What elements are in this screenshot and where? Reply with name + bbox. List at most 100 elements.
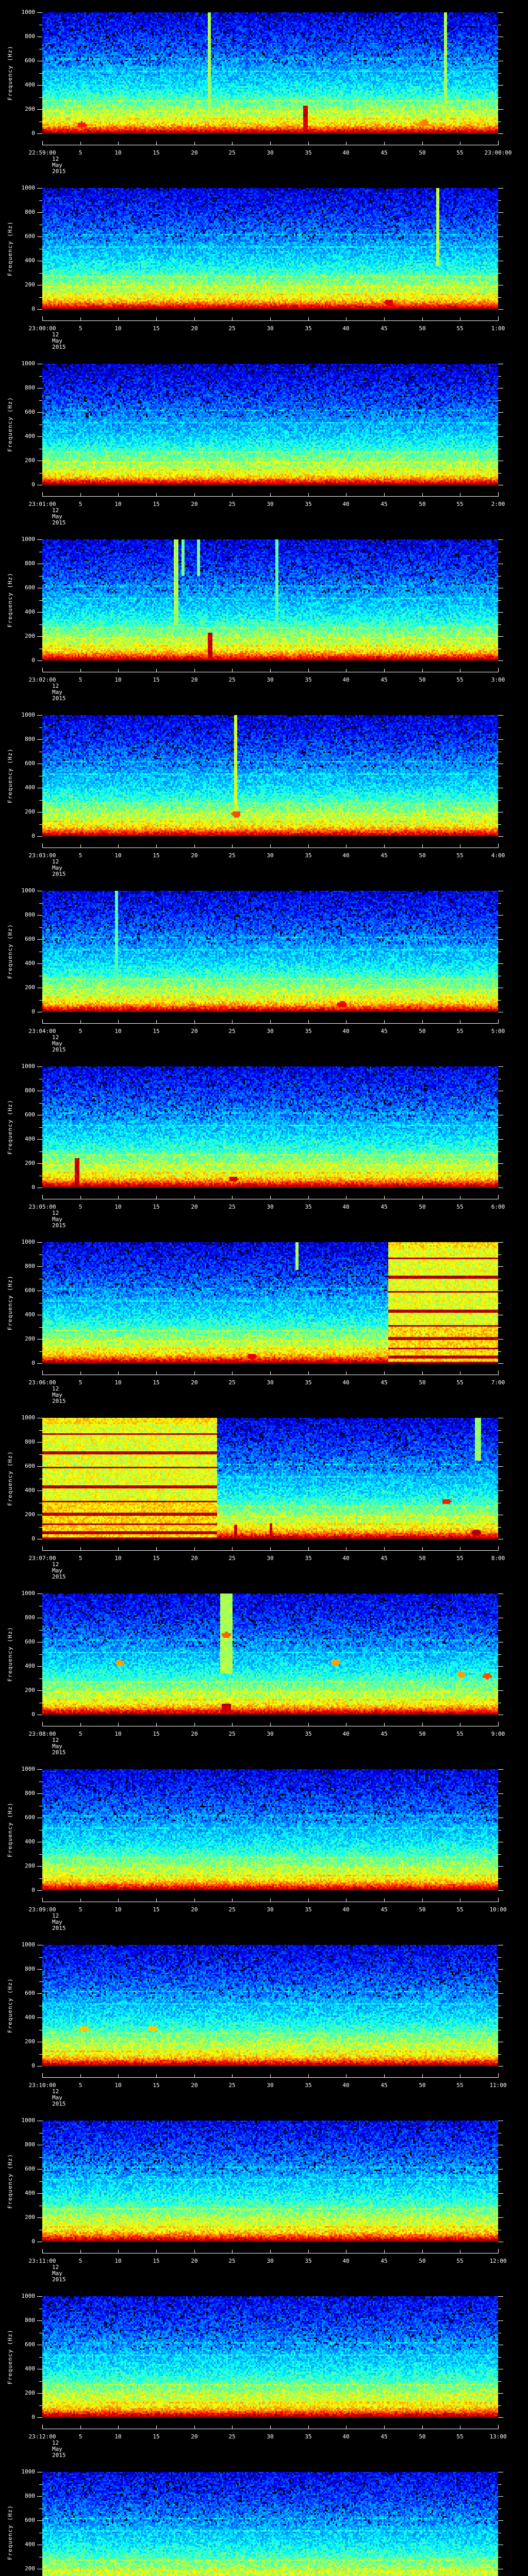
y-minor-tick bbox=[39, 624, 42, 625]
x-tick-label: 10 bbox=[114, 1379, 122, 1386]
y-tick-label: 600 bbox=[25, 2517, 35, 2523]
y-tick-label: 200 bbox=[25, 1160, 35, 1166]
y-major-tick-right bbox=[498, 1490, 503, 1491]
y-major-tick bbox=[37, 412, 42, 413]
y-tick-label: 0 bbox=[31, 1535, 35, 1542]
x-tick-label: 55 bbox=[456, 1906, 464, 1913]
end-time-label: 5:00 bbox=[491, 1028, 505, 1035]
x-tick bbox=[384, 493, 385, 496]
y-minor-tick bbox=[39, 1351, 42, 1352]
x-tick-label: 10 bbox=[114, 1731, 122, 1737]
y-minor-tick bbox=[39, 1151, 42, 1152]
y-minor-tick-right bbox=[498, 1981, 501, 1982]
end-time-label: 12:00 bbox=[489, 2258, 507, 2264]
y-major-tick bbox=[37, 660, 42, 661]
y-major-tick bbox=[37, 739, 42, 740]
x-end-tick bbox=[498, 492, 499, 496]
y-minor-tick-right bbox=[498, 1454, 501, 1455]
y-tick-label: 800 bbox=[25, 1087, 35, 1094]
x-end-tick bbox=[498, 843, 499, 848]
x-tick-label: 25 bbox=[228, 1906, 236, 1913]
x-tick-label: 20 bbox=[191, 1731, 198, 1737]
x-tick bbox=[308, 142, 309, 145]
y-tick-label: 600 bbox=[25, 1990, 35, 1996]
y-minor-tick-right bbox=[498, 2357, 501, 2358]
x-tick bbox=[384, 1899, 385, 1902]
y-major-tick-right bbox=[498, 1266, 503, 1267]
y-minor-tick bbox=[39, 2181, 42, 2182]
x-tick-label: 5 bbox=[78, 1204, 82, 1210]
x-end-tick bbox=[42, 316, 43, 320]
y-minor-tick-right bbox=[498, 727, 501, 728]
y-major-tick-right bbox=[498, 412, 503, 413]
start-time-label: 23:05:00 bbox=[28, 1204, 56, 1210]
y-minor-tick bbox=[39, 1654, 42, 1655]
x-tick bbox=[194, 1723, 195, 1726]
y-minor-tick bbox=[39, 824, 42, 825]
y-major-tick bbox=[37, 2496, 42, 2497]
x-tick bbox=[270, 844, 271, 848]
start-time-label: 23:11:00 bbox=[28, 2258, 56, 2264]
x-end-tick bbox=[42, 1546, 43, 1550]
y-tick-label: 400 bbox=[25, 433, 35, 439]
x-tick bbox=[384, 2250, 385, 2253]
x-tick bbox=[384, 1547, 385, 1550]
x-tick bbox=[80, 669, 81, 672]
y-major-tick-right bbox=[498, 1866, 503, 1867]
x-tick-label: 40 bbox=[342, 149, 350, 156]
x-tick-label: 15 bbox=[153, 149, 160, 156]
y-minor-tick-right bbox=[498, 1854, 501, 1855]
y-minor-tick-right bbox=[498, 297, 501, 298]
y-minor-tick-right bbox=[498, 273, 501, 274]
x-tick bbox=[232, 2250, 233, 2253]
y-major-tick-right bbox=[498, 1066, 503, 1067]
y-tick-label: 1000 bbox=[21, 536, 36, 543]
x-tick-label: 55 bbox=[456, 1555, 464, 1562]
y-major-tick bbox=[37, 539, 42, 540]
x-tick bbox=[194, 142, 195, 145]
y-tick-label: 1000 bbox=[21, 184, 36, 191]
spectrogram-panel: Frequency (Hz) 23:07:00 8:00 12 May 2015 0… bbox=[0, 1405, 528, 1581]
x-tick bbox=[308, 1371, 309, 1375]
y-tick-label: 0 bbox=[31, 2238, 35, 2245]
y-minor-tick bbox=[39, 2157, 42, 2158]
x-tick bbox=[118, 1196, 119, 1199]
x-tick-label: 45 bbox=[381, 1204, 388, 1210]
x-tick-label: 5 bbox=[78, 1731, 82, 1737]
x-tick-label: 10 bbox=[114, 1028, 122, 1035]
x-tick-label: 20 bbox=[191, 501, 198, 507]
y-minor-tick-right bbox=[498, 800, 501, 801]
spectrogram-image bbox=[42, 1418, 498, 1539]
x-tick bbox=[232, 669, 233, 672]
y-tick-label: 400 bbox=[25, 2541, 35, 2548]
x-tick-label: 10 bbox=[114, 1906, 122, 1913]
x-tick-label: 35 bbox=[305, 2258, 312, 2264]
x-tick-label: 30 bbox=[267, 2082, 274, 2089]
y-tick-label: 600 bbox=[25, 2165, 35, 2172]
y-major-tick-right bbox=[498, 636, 503, 637]
y-tick-label: 200 bbox=[25, 1862, 35, 1869]
x-tick bbox=[422, 1723, 423, 1726]
y-tick-label: 0 bbox=[31, 1184, 35, 1191]
x-end-tick bbox=[498, 2425, 499, 2429]
spectrogram-panel: Frequency (Hz) 23:00:00 1:00 12 May 2015 0… bbox=[0, 176, 528, 351]
x-end-tick bbox=[42, 668, 43, 672]
y-minor-tick-right bbox=[498, 1000, 501, 1001]
spectrogram-panel: Frequency (Hz) 23:12:00 13:00 12 May 2015 … bbox=[0, 2284, 528, 2460]
y-major-tick bbox=[37, 1890, 42, 1891]
y-major-tick-right bbox=[498, 2417, 503, 2418]
x-end-tick bbox=[42, 2425, 43, 2429]
y-tick-label: 800 bbox=[25, 1614, 35, 1621]
start-time-label: 23:06:00 bbox=[28, 1379, 56, 1386]
y-tick-label: 600 bbox=[25, 1287, 35, 1294]
y-major-tick-right bbox=[498, 539, 503, 540]
x-tick bbox=[194, 669, 195, 672]
x-tick-label: 30 bbox=[267, 2258, 274, 2264]
x-tick-label: 10 bbox=[114, 2258, 122, 2264]
x-end-tick bbox=[498, 1546, 499, 1550]
x-tick bbox=[308, 1196, 309, 1199]
y-major-tick-right bbox=[498, 1339, 503, 1340]
x-tick-label: 5 bbox=[78, 2258, 82, 2264]
x-tick-label: 15 bbox=[153, 852, 160, 859]
x-tick-label: 15 bbox=[153, 2082, 160, 2089]
